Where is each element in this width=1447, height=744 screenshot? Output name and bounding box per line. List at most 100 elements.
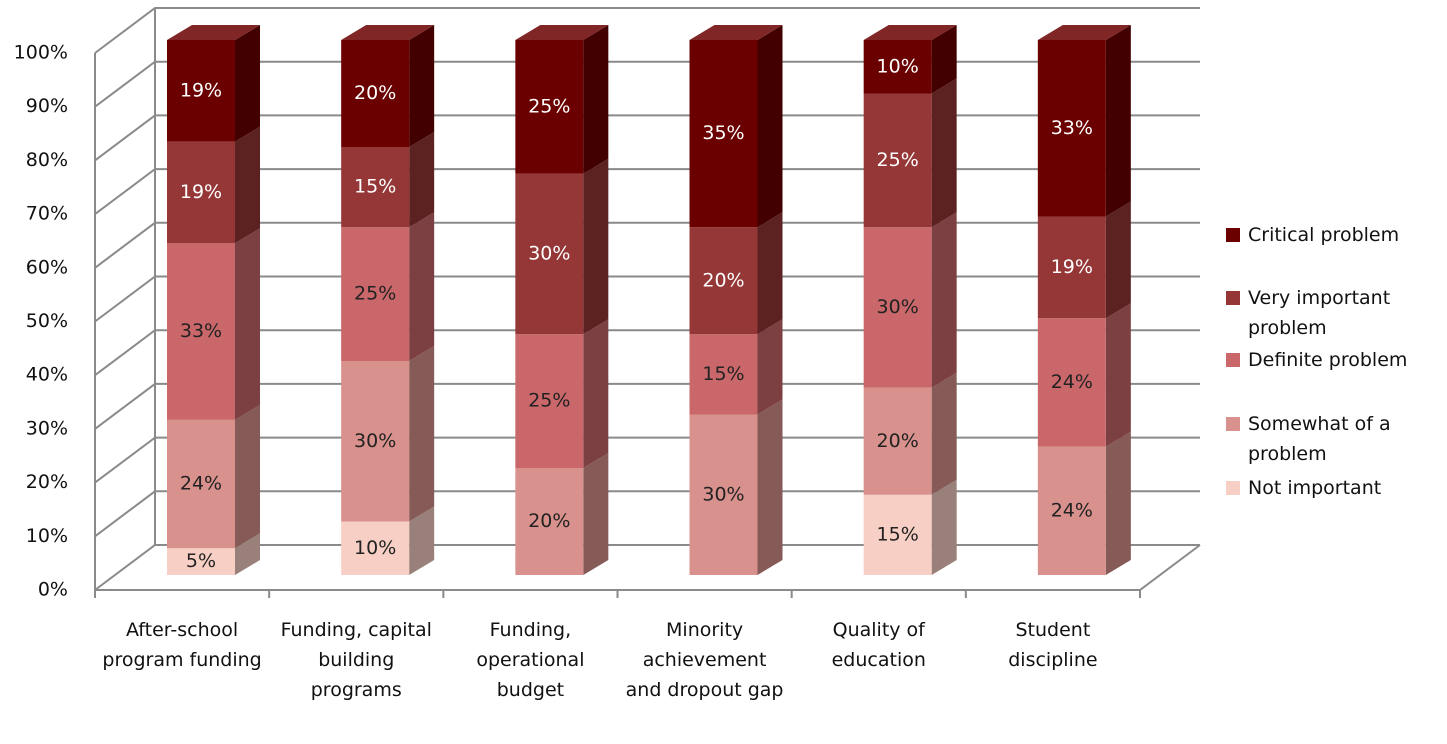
- bar: [1037, 216, 1106, 319]
- bar-side: [757, 212, 783, 335]
- bar-side: [409, 506, 435, 575]
- bar: [341, 147, 410, 228]
- legend-item: Somewhat of a problem: [1220, 409, 1440, 469]
- y-tick-label: 20%: [26, 471, 68, 493]
- bar-side: [583, 319, 609, 468]
- legend-label: Very important problem: [1248, 287, 1391, 339]
- data-label: 10%: [877, 55, 919, 77]
- bar-top: [1037, 25, 1131, 40]
- grid-line: [94, 114, 1200, 162]
- y-tick-label: 10%: [26, 525, 68, 547]
- bar-side: [409, 132, 435, 228]
- bar: [167, 419, 235, 549]
- data-label: 20%: [528, 510, 570, 532]
- bar-side: [931, 25, 957, 94]
- bar-side: [1105, 25, 1131, 217]
- bar-side: [235, 404, 260, 549]
- y-tick-label: 90%: [26, 95, 68, 117]
- bar: [863, 387, 932, 495]
- bar-side: [757, 25, 783, 228]
- bar: [689, 414, 758, 575]
- bar: [1037, 446, 1106, 575]
- bar: [341, 521, 410, 575]
- legend-swatch: [1226, 481, 1240, 495]
- bar-side: [235, 126, 260, 244]
- legend-item: Not important: [1220, 473, 1440, 503]
- legend-swatch: [1226, 417, 1240, 431]
- data-label: 19%: [180, 79, 222, 101]
- grid-line: [94, 490, 1200, 538]
- data-label: 19%: [1051, 256, 1093, 278]
- bar-side: [1105, 201, 1131, 319]
- bar-side: [583, 453, 609, 575]
- bar: [1037, 40, 1106, 217]
- bar-top: [341, 25, 435, 40]
- bar-side: [1105, 431, 1131, 575]
- bar-top: [863, 25, 957, 40]
- bar: [863, 494, 932, 575]
- bar: [863, 227, 932, 388]
- bar-top: [689, 25, 783, 40]
- data-label: 30%: [528, 243, 570, 265]
- data-label: 15%: [354, 176, 396, 198]
- bar-side: [931, 78, 957, 228]
- bar: [689, 227, 758, 335]
- data-label: 25%: [528, 390, 570, 412]
- x-tick-label: After-school program funding: [102, 619, 262, 671]
- data-label: 20%: [877, 430, 919, 452]
- x-tick-label: Quality of education: [831, 619, 926, 671]
- bar: [1037, 318, 1106, 447]
- legend-swatch: [1226, 353, 1240, 367]
- grid-line: [94, 168, 1200, 215]
- bar-side: [409, 212, 435, 361]
- bar-side: [757, 399, 783, 575]
- data-label: 24%: [1051, 499, 1093, 521]
- x-tick-label: Minority achievement and dropout gap: [625, 619, 784, 701]
- bar-top: [167, 25, 260, 40]
- bar: [515, 468, 584, 575]
- y-tick-label: 60%: [26, 256, 68, 278]
- legend-item: Critical problem: [1220, 220, 1440, 250]
- legend-swatch: [1226, 228, 1240, 242]
- data-label: 30%: [702, 483, 744, 505]
- data-label: 25%: [528, 95, 570, 117]
- grid-line: [94, 7, 1200, 54]
- bar: [863, 40, 932, 94]
- grid-line: [94, 221, 1200, 269]
- data-label: 33%: [180, 320, 222, 342]
- data-label: 25%: [354, 283, 396, 305]
- bar: [689, 40, 758, 228]
- legend-swatch: [1226, 291, 1240, 305]
- x-tick-label: Funding, capital building programs: [280, 619, 432, 701]
- bar-side: [409, 25, 435, 147]
- data-label: 30%: [877, 296, 919, 318]
- legend-label: Not important: [1248, 477, 1382, 499]
- bar-side: [235, 25, 260, 142]
- bar: [167, 141, 235, 244]
- grid-line: [94, 544, 1200, 591]
- grid-line: [94, 60, 1200, 108]
- bar: [167, 40, 235, 142]
- legend-item: Very important problem: [1220, 283, 1440, 343]
- data-label: 20%: [354, 82, 396, 104]
- y-tick-label: 30%: [26, 417, 68, 439]
- bar: [341, 227, 410, 361]
- bar-side: [1105, 303, 1131, 447]
- bar: [167, 243, 235, 420]
- bar-side: [583, 158, 609, 335]
- bar-side: [235, 533, 260, 575]
- bar-side: [931, 479, 957, 575]
- x-tick-label: Student discipline: [1008, 619, 1098, 671]
- bar-side: [583, 25, 609, 174]
- data-label: 30%: [354, 430, 396, 452]
- data-label: 25%: [877, 149, 919, 171]
- data-label: 19%: [180, 181, 222, 203]
- y-tick-label: 40%: [26, 364, 68, 386]
- bar-top: [515, 25, 609, 40]
- data-label: 15%: [877, 523, 919, 545]
- grid-line: [94, 382, 1200, 430]
- bar-side: [931, 212, 957, 388]
- bar: [515, 40, 584, 174]
- bar: [515, 173, 584, 335]
